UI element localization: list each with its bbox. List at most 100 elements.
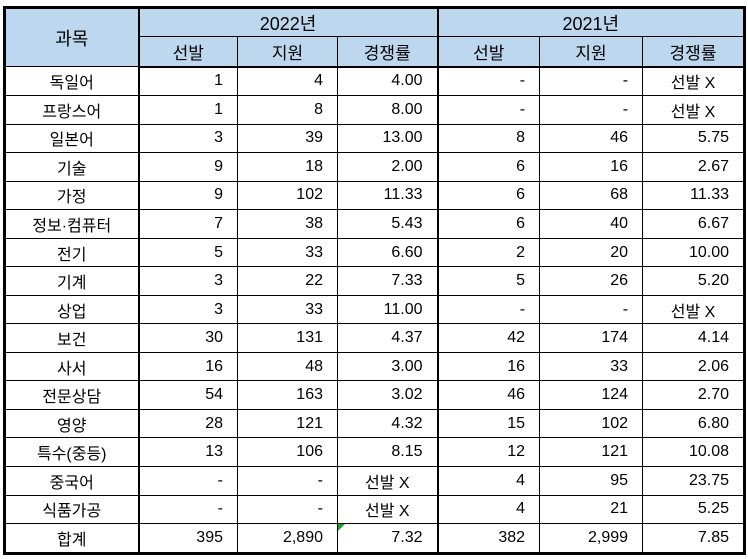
value-cell[interactable]: 1 bbox=[137, 95, 238, 125]
value-cell[interactable]: - bbox=[137, 466, 238, 496]
value-cell[interactable]: 7.33 bbox=[336, 266, 439, 296]
value-cell[interactable]: 33 bbox=[539, 351, 644, 382]
column-header[interactable]: 경쟁률 bbox=[336, 36, 439, 68]
value-cell[interactable]: 6.60 bbox=[336, 237, 439, 268]
column-header[interactable]: 지원 bbox=[237, 36, 338, 68]
column-header[interactable]: 경쟁률 bbox=[642, 36, 746, 68]
value-cell[interactable]: 13.00 bbox=[336, 123, 439, 154]
value-cell[interactable]: 12 bbox=[436, 437, 541, 468]
value-cell[interactable]: - bbox=[436, 65, 541, 97]
value-cell[interactable]: 23.75 bbox=[642, 466, 746, 496]
value-cell[interactable]: - bbox=[137, 494, 238, 525]
value-cell[interactable]: 5 bbox=[436, 266, 541, 296]
value-cell[interactable]: 선발 X bbox=[642, 294, 746, 325]
value-cell[interactable]: 4.37 bbox=[336, 323, 439, 353]
value-cell[interactable]: - bbox=[237, 494, 338, 525]
value-cell[interactable]: 20 bbox=[539, 237, 644, 268]
value-cell[interactable]: 4.32 bbox=[336, 408, 439, 439]
subject-cell[interactable]: 사서 bbox=[4, 351, 139, 382]
subject-cell[interactable]: 특수(중등) bbox=[4, 437, 139, 468]
value-cell[interactable]: 38 bbox=[237, 209, 338, 239]
value-cell[interactable]: 6.80 bbox=[642, 408, 746, 439]
value-cell[interactable]: - bbox=[237, 466, 338, 496]
value-cell[interactable]: 174 bbox=[539, 323, 644, 353]
value-cell[interactable]: 8.00 bbox=[336, 95, 439, 125]
value-cell[interactable]: 선발 X bbox=[336, 494, 439, 525]
value-cell[interactable]: 102 bbox=[237, 180, 338, 211]
subject-cell[interactable]: 합계 bbox=[4, 523, 139, 554]
column-header[interactable]: 지원 bbox=[539, 36, 644, 68]
value-cell[interactable]: 2,999 bbox=[539, 523, 644, 554]
value-cell[interactable]: 33 bbox=[237, 237, 338, 268]
subject-cell[interactable]: 상업 bbox=[4, 294, 139, 325]
value-cell[interactable]: 124 bbox=[539, 380, 644, 410]
corner-header-cell[interactable]: 과목 bbox=[4, 7, 139, 67]
value-cell[interactable]: 3 bbox=[137, 266, 238, 296]
value-cell[interactable]: 54 bbox=[137, 380, 238, 410]
subject-cell[interactable]: 정보·컴퓨터 bbox=[4, 209, 139, 239]
value-cell[interactable]: 10.08 bbox=[642, 437, 746, 468]
value-cell[interactable]: 18 bbox=[237, 152, 338, 182]
subject-cell[interactable]: 보건 bbox=[4, 323, 139, 353]
value-cell[interactable]: - bbox=[539, 95, 644, 125]
value-cell[interactable]: 8.15 bbox=[336, 437, 439, 468]
subject-cell[interactable]: 중국어 bbox=[4, 466, 139, 496]
subject-cell[interactable]: 식품가공 bbox=[4, 494, 139, 525]
subject-cell[interactable]: 영양 bbox=[4, 408, 139, 439]
value-cell[interactable]: 선발 X bbox=[642, 95, 746, 125]
value-cell[interactable]: 106 bbox=[237, 437, 338, 468]
value-cell[interactable]: 5.25 bbox=[642, 494, 746, 525]
value-cell[interactable]: 46 bbox=[539, 123, 644, 154]
subject-cell[interactable]: 독일어 bbox=[4, 65, 139, 97]
subject-cell[interactable]: 기술 bbox=[4, 152, 139, 182]
value-cell[interactable]: 6 bbox=[436, 180, 541, 211]
value-cell[interactable]: 16 bbox=[539, 152, 644, 182]
column-header[interactable]: 선발 bbox=[137, 36, 238, 68]
value-cell[interactable]: 102 bbox=[539, 408, 644, 439]
value-cell[interactable]: 7 bbox=[137, 209, 238, 239]
value-cell[interactable]: 6.67 bbox=[642, 209, 746, 239]
value-cell[interactable]: - bbox=[539, 294, 644, 325]
value-cell[interactable]: 42 bbox=[436, 323, 541, 353]
value-cell[interactable]: - bbox=[436, 294, 541, 325]
value-cell[interactable]: 95 bbox=[539, 466, 644, 496]
value-cell[interactable]: 33 bbox=[237, 294, 338, 325]
value-cell[interactable]: 3 bbox=[137, 294, 238, 325]
value-cell[interactable]: 30 bbox=[137, 323, 238, 353]
value-cell[interactable]: 40 bbox=[539, 209, 644, 239]
value-cell[interactable]: 11.00 bbox=[336, 294, 439, 325]
value-cell[interactable]: 5 bbox=[137, 237, 238, 268]
subject-cell[interactable]: 기계 bbox=[4, 266, 139, 296]
value-cell[interactable]: 121 bbox=[539, 437, 644, 468]
value-cell[interactable]: 5.75 bbox=[642, 123, 746, 154]
value-cell[interactable]: 28 bbox=[137, 408, 238, 439]
value-cell[interactable]: 8 bbox=[436, 123, 541, 154]
subject-cell[interactable]: 일본어 bbox=[4, 123, 139, 154]
value-cell[interactable]: 16 bbox=[137, 351, 238, 382]
value-cell[interactable]: 16 bbox=[436, 351, 541, 382]
value-cell[interactable]: 7.85 bbox=[642, 523, 746, 554]
value-cell[interactable]: 4.00 bbox=[336, 65, 439, 97]
value-cell[interactable]: 10.00 bbox=[642, 237, 746, 268]
value-cell[interactable]: 5.20 bbox=[642, 266, 746, 296]
value-cell[interactable]: 선발 X bbox=[642, 65, 746, 97]
value-cell[interactable]: 131 bbox=[237, 323, 338, 353]
value-cell[interactable]: 163 bbox=[237, 380, 338, 410]
value-cell[interactable]: 5.43 bbox=[336, 209, 439, 239]
year-header-2021[interactable]: 2021년 bbox=[436, 7, 746, 37]
value-cell[interactable]: 2.06 bbox=[642, 351, 746, 382]
value-cell[interactable]: 9 bbox=[137, 180, 238, 211]
value-cell[interactable]: 2.00 bbox=[336, 152, 439, 182]
value-cell[interactable]: 48 bbox=[237, 351, 338, 382]
value-cell[interactable]: 121 bbox=[237, 408, 338, 439]
subject-cell[interactable]: 가정 bbox=[4, 180, 139, 211]
value-cell[interactable]: 3.00 bbox=[336, 351, 439, 382]
value-cell[interactable]: 4 bbox=[436, 466, 541, 496]
value-cell[interactable]: 395 bbox=[137, 523, 238, 554]
value-cell[interactable]: 6 bbox=[436, 152, 541, 182]
value-cell[interactable]: 3.02 bbox=[336, 380, 439, 410]
value-cell[interactable]: 9 bbox=[137, 152, 238, 182]
value-cell[interactable]: 6 bbox=[436, 209, 541, 239]
value-cell[interactable]: 39 bbox=[237, 123, 338, 154]
value-cell[interactable]: 4 bbox=[436, 494, 541, 525]
